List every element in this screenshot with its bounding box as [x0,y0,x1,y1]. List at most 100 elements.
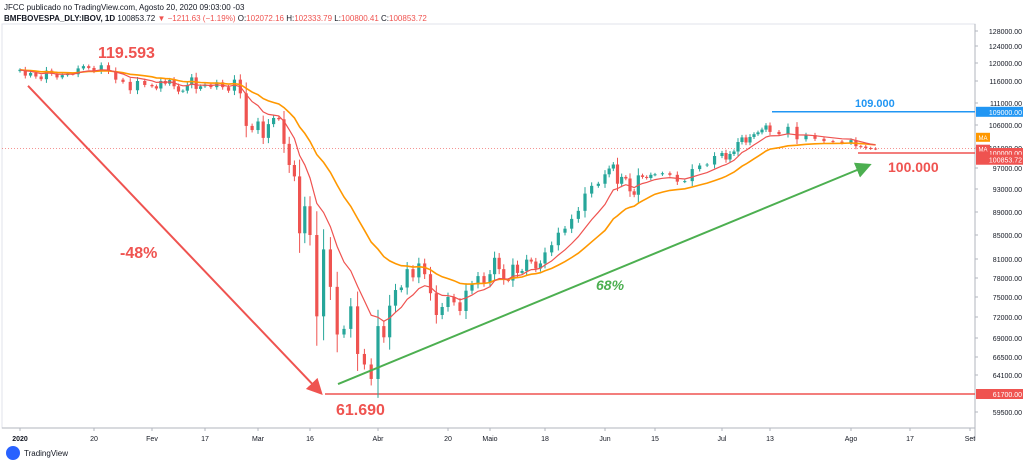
y-tick-label: 89000.00 [993,210,1022,217]
candle-body [328,249,332,287]
candle-body [497,257,501,270]
candle-body [388,305,392,338]
y-tick-label: 93000.00 [993,187,1022,194]
candle-body [556,232,560,246]
candle-body [653,174,657,176]
candle-body [99,65,103,72]
candle-body [382,326,386,338]
candle-body [520,271,524,273]
candle-body [859,146,863,148]
candle-body [724,153,728,160]
level-tag-label: 109000.00 [989,110,1022,117]
candle-body [446,297,450,307]
candle-body [813,135,817,139]
ma-tag [976,132,990,142]
candle-body [176,86,181,92]
candle-body [543,252,547,264]
candle-body [76,68,80,75]
candle-body [464,290,468,311]
annotation-label: 119.593 [98,45,155,62]
candle-body [649,174,653,178]
candle-body [603,174,607,184]
candle-body [488,274,492,284]
candle-body [266,124,270,138]
ma-fast-line [19,69,876,323]
candle-body [60,75,64,78]
candle-body [864,146,868,148]
candle-body [728,154,732,160]
candle-body [135,81,140,91]
candle-body [822,138,826,142]
candle-body [645,176,649,178]
level-tag [976,148,1023,158]
candle-body [308,206,312,235]
level-tag-label: 61700.00 [993,392,1022,399]
y-tick-label: 106000.00 [989,123,1022,130]
candle-body [256,121,260,131]
candle-body [873,148,878,150]
ma-tag [976,144,990,154]
candle-body [128,81,132,91]
candle-body [342,328,346,335]
candle-body [590,185,594,194]
x-tick-label: 15 [651,436,659,443]
candle-body [683,181,687,183]
candle-body [356,306,360,354]
candle-body [34,72,38,77]
candle-body [198,86,203,89]
annotation-label: 100.000 [888,159,939,175]
level-tag-label: 100000.00 [989,151,1022,158]
x-tick-label: Jun [599,436,610,443]
candle-body [277,117,281,120]
candle-body [121,79,125,82]
candle-body [563,228,567,233]
candle-body [760,129,764,133]
candle-body [596,183,600,186]
x-tick-label: 13 [766,436,774,443]
y-tick-label: 81000.00 [993,257,1022,264]
candle-body [143,81,147,85]
y-tick-label: 120000.00 [989,61,1022,68]
candle-body [570,218,574,229]
candle-body [764,125,768,130]
symbol-name[interactable]: BMFBOVESPA_DLY:IBOV, 1D [4,14,116,23]
candle-body [55,73,59,78]
candle-body [298,176,302,234]
x-tick-label: 18 [541,436,549,443]
low-value: 100800.41 [340,14,379,23]
candle-body [660,173,665,175]
candle-body [303,206,307,234]
candle-body [476,276,480,285]
candle-body [583,193,587,211]
y-tick-label: 85000.00 [993,233,1022,240]
candle-body [538,263,543,269]
candle-body [185,84,189,91]
candle-body [632,191,636,195]
candle-body [322,249,326,317]
candle-body [376,326,380,379]
candle-body [44,70,49,80]
candle-body [428,274,433,294]
x-tick-label: 2020 [12,436,28,443]
candle-body [181,90,185,92]
candle-body [720,153,724,156]
x-tick-label: Maio [482,436,497,443]
annotation-label: -48% [120,245,157,262]
y-tick-label: 124000.00 [989,44,1022,51]
close-label: C: [381,14,390,23]
candle-body [335,286,339,335]
candle-body [87,66,91,68]
candle-body [405,269,409,288]
y-tick-label: 128000.00 [989,29,1022,36]
candle-body [423,263,427,275]
candle-body [349,306,353,329]
candle-body [869,148,873,149]
candle-body [705,164,709,166]
candle-body [511,264,515,281]
price-tag [976,154,1023,165]
ma-slow-line [19,69,876,285]
y-tick-label: 75000.00 [993,295,1022,302]
high-value: 102333.79 [294,14,333,23]
y-tick-label: 69000.00 [993,336,1022,343]
